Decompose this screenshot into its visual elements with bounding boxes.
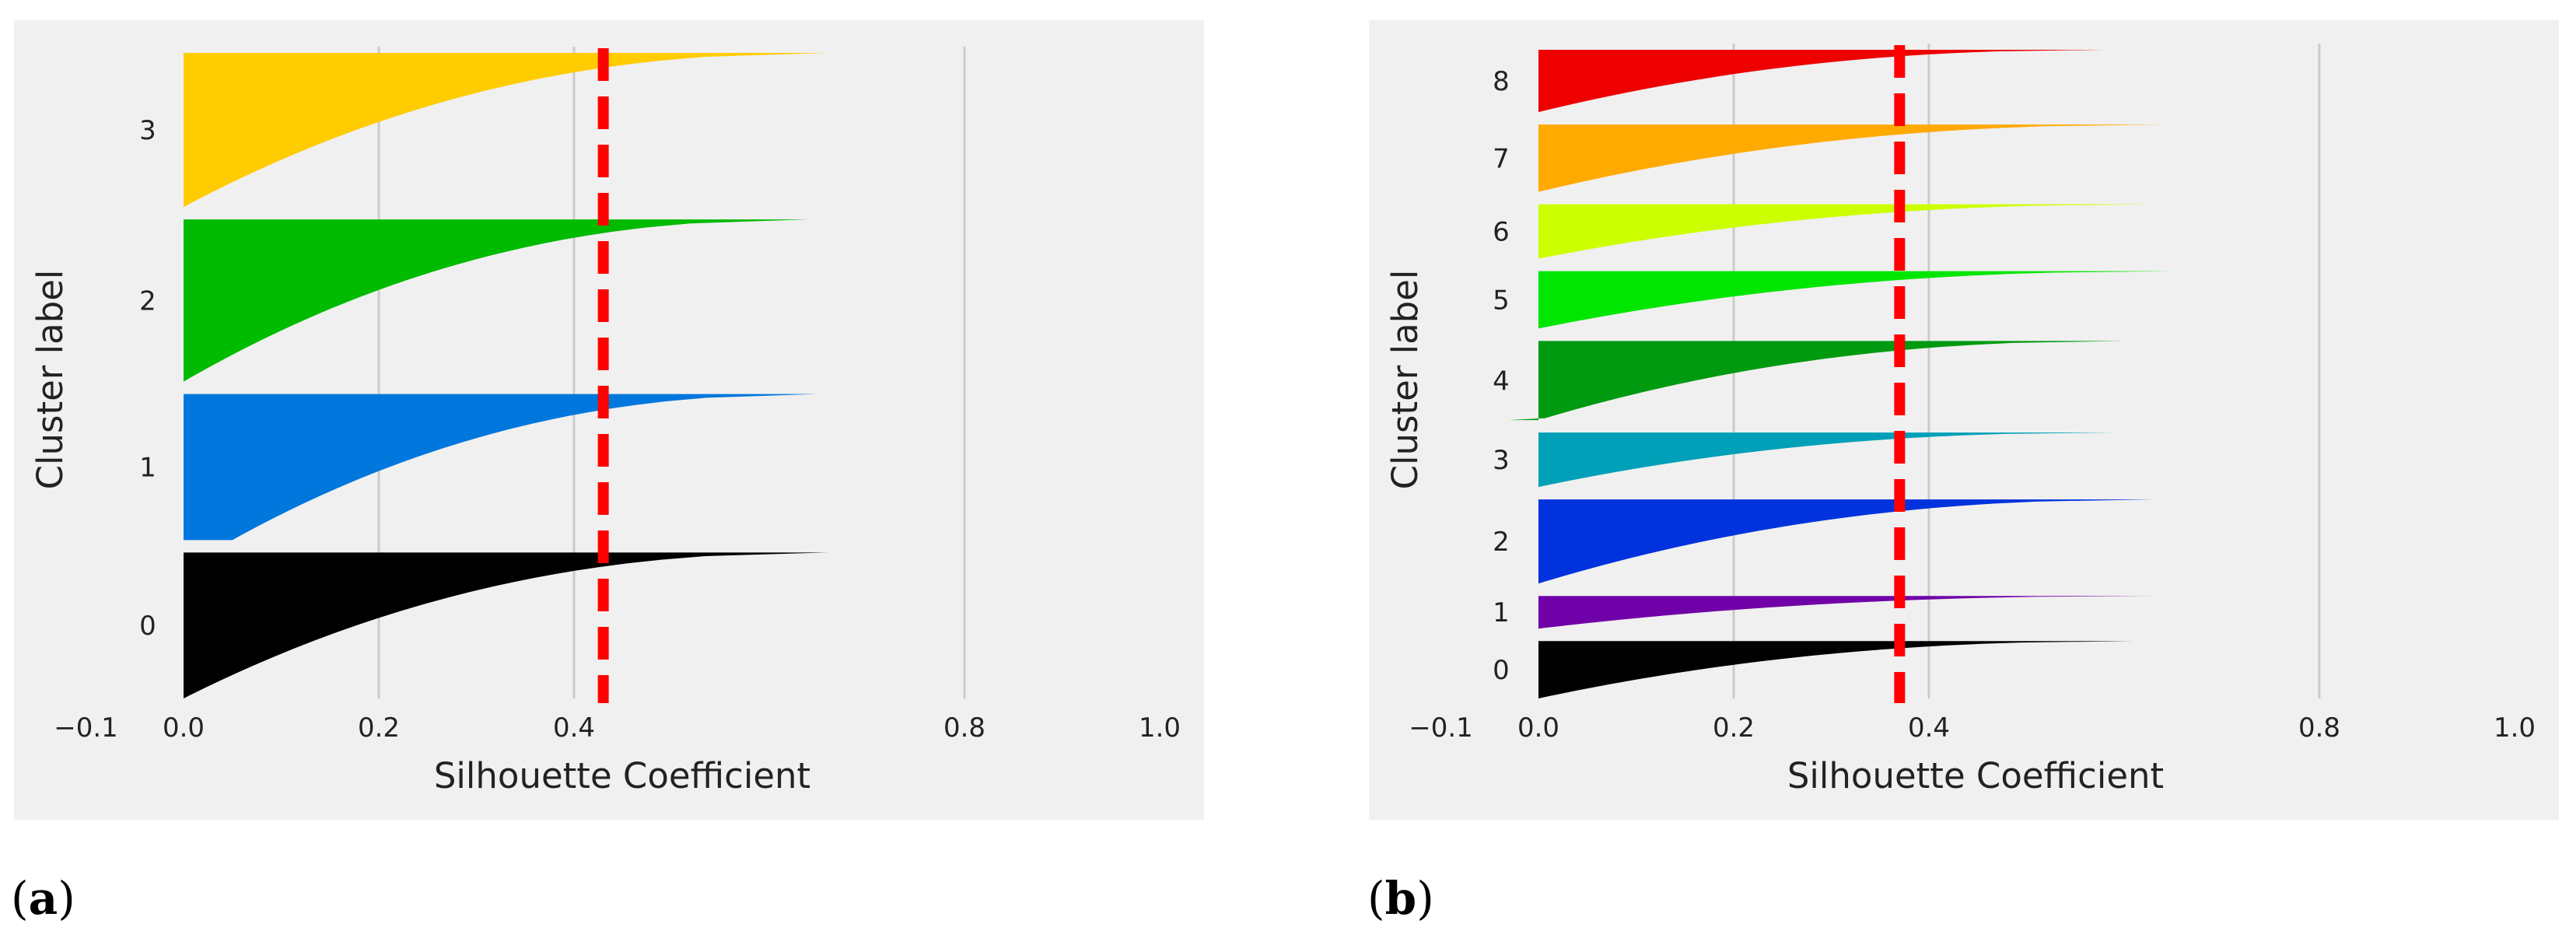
y-tick-label: 1 <box>139 452 156 483</box>
silhouette-bar-cluster-0 <box>184 552 828 698</box>
x-tick-label: 0.2 <box>1713 712 1755 744</box>
silhouette-bar-cluster-3 <box>184 53 828 208</box>
silhouette-bar-cluster-1 <box>1538 596 2154 629</box>
x-tick-label: −0.1 <box>1409 712 1473 744</box>
x-tick-label: 0.8 <box>2298 712 2340 744</box>
y-tick-label: 4 <box>1493 366 1510 397</box>
panel-b: 0 1 2 3 4 5 6 7 8 −0.1 0.0 0.2 0.4 0.8 1.0 Silhouette… <box>1369 20 2559 820</box>
x-tick-label: 0.2 <box>358 712 400 744</box>
x-tick-label: 1.0 <box>2494 712 2536 744</box>
x-tick-label: 0.8 <box>943 712 985 744</box>
silhouette-bar-cluster-1 <box>184 394 818 541</box>
panel-a-caption: (a) <box>11 872 75 925</box>
y-tick-label: 5 <box>1493 285 1510 316</box>
y-tick-label: 2 <box>139 285 156 317</box>
silhouette-bar-cluster-8 <box>1538 50 2105 113</box>
panel-a-y-axis-label: Cluster label <box>30 270 71 490</box>
y-tick-label: 0 <box>1493 655 1510 686</box>
y-tick-label: 1 <box>1493 597 1510 628</box>
panel-b-silhouette-bars <box>1509 50 2173 698</box>
y-tick-label: 3 <box>1493 445 1510 476</box>
silhouette-bar-cluster-4 <box>1509 341 2124 421</box>
silhouette-bar-cluster-2 <box>1538 499 2154 584</box>
y-tick-label: 0 <box>139 611 156 642</box>
panel-b-x-tick-labels: −0.1 0.0 0.2 0.4 0.8 1.0 <box>1409 712 2536 744</box>
panel-b-y-axis-label: Cluster label <box>1384 270 1426 490</box>
y-tick-label: 3 <box>139 115 156 146</box>
panel-b-y-tick-labels: 0 1 2 3 4 5 6 7 8 <box>1493 66 1510 686</box>
silhouette-bar-cluster-2 <box>184 219 809 382</box>
silhouette-bar-cluster-5 <box>1538 271 2173 329</box>
y-tick-label: 7 <box>1493 143 1510 174</box>
x-tick-label: 0.0 <box>163 712 205 744</box>
silhouette-bar-cluster-6 <box>1538 204 2154 259</box>
panel-b-caption: (b) <box>1367 872 1434 925</box>
x-tick-label: 0.0 <box>1517 712 1559 744</box>
x-tick-label: 0.4 <box>1908 712 1950 744</box>
x-tick-label: −0.1 <box>54 712 118 744</box>
x-tick-label: 1.0 <box>1139 712 1181 744</box>
panel-b-caption-letter: b <box>1385 872 1417 925</box>
panel-a-caption-letter: a <box>29 872 58 925</box>
panel-a-y-tick-labels: 0 1 2 3 <box>139 115 156 642</box>
panel-a-x-tick-labels: −0.1 0.0 0.2 0.4 0.8 1.0 <box>54 712 1181 744</box>
panel-b-x-axis-label: Silhouette Coefficient <box>1787 755 2164 796</box>
y-tick-label: 2 <box>1493 527 1510 558</box>
silhouette-bar-cluster-7 <box>1538 124 2164 192</box>
panel-a-silhouette-bars <box>184 53 828 698</box>
x-tick-label: 0.4 <box>553 712 595 744</box>
panel-a-x-axis-label: Silhouette Coefficient <box>434 755 810 796</box>
silhouette-bar-cluster-3 <box>1538 432 2115 488</box>
y-tick-label: 8 <box>1493 66 1510 97</box>
silhouette-bar-cluster-0 <box>1538 641 2134 698</box>
panel-a: 0 1 2 3 −0.1 0.0 0.2 0.4 0.8 1.0 Silhouette Coef… <box>14 20 1204 820</box>
y-tick-label: 6 <box>1493 217 1510 248</box>
